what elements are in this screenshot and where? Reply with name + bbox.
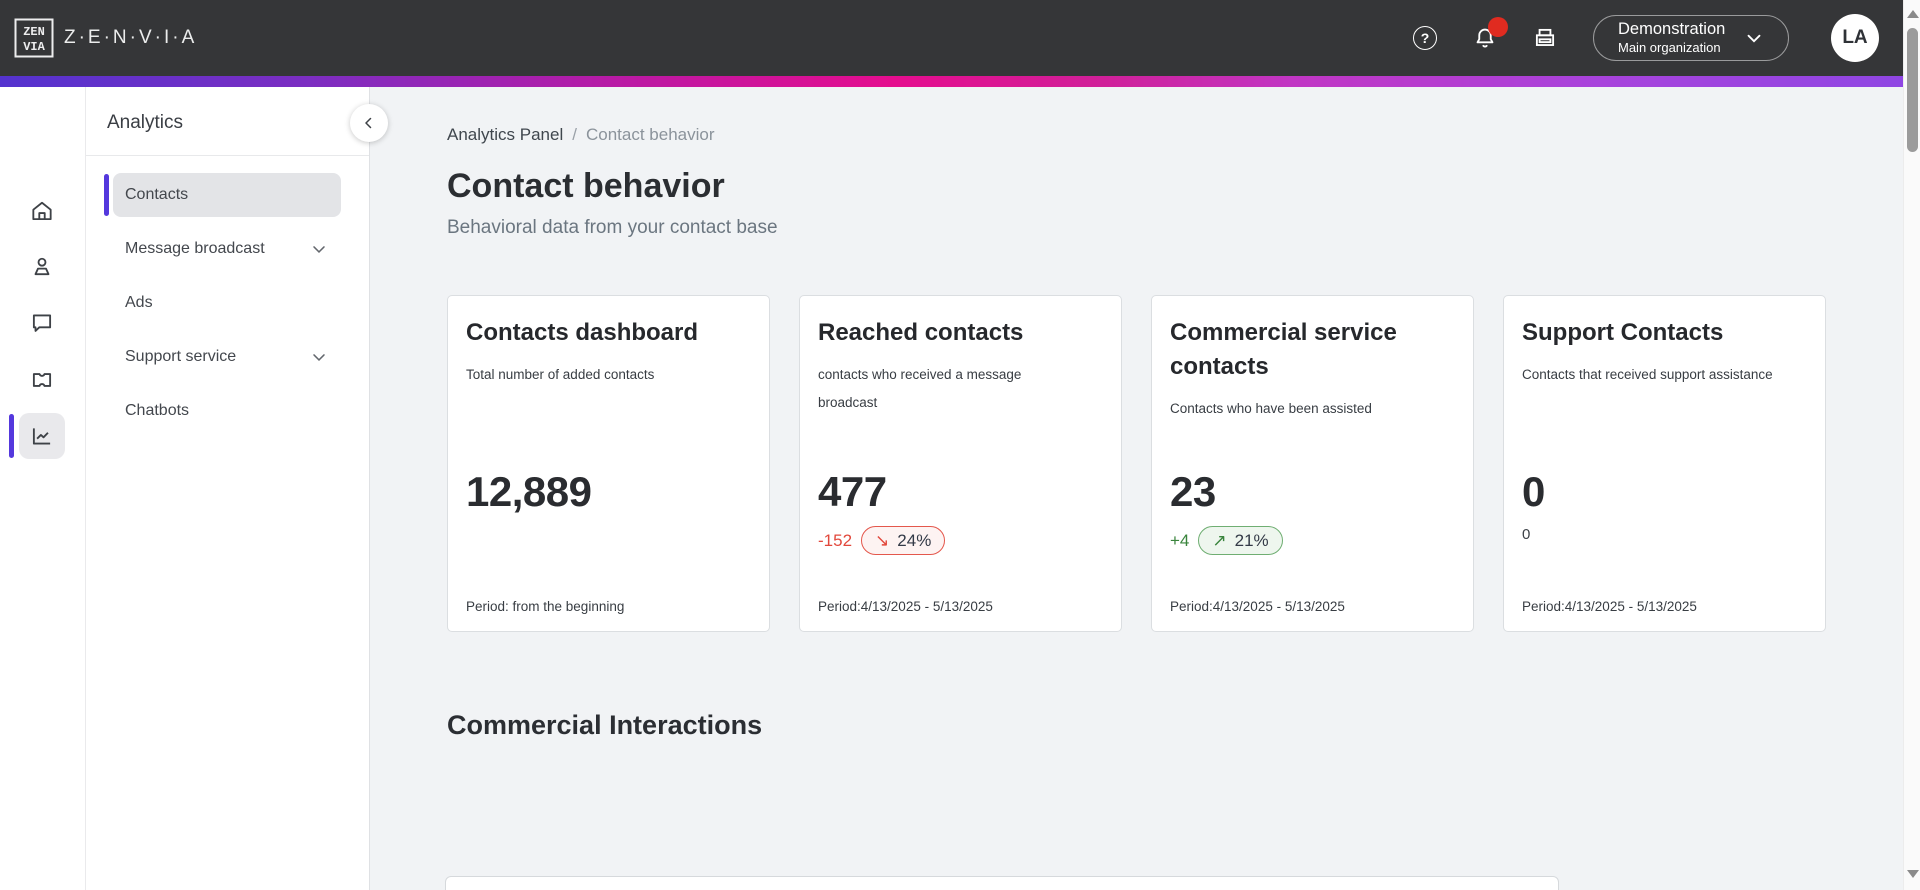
card-title: Reached contacts xyxy=(818,319,1024,346)
card-value: 477 xyxy=(818,468,887,515)
chevron-down-icon xyxy=(309,347,329,367)
page-title: Contact behavior xyxy=(447,167,725,205)
card-description: Contacts that received support assistanc… xyxy=(1522,367,1773,383)
rail-item-contacts[interactable] xyxy=(19,244,65,290)
sidebar-item-label: Contacts xyxy=(125,186,189,203)
delta-percent: 24% xyxy=(897,530,932,550)
card-period: Period:4/13/2025 - 5/13/2025 xyxy=(1170,599,1345,614)
rail-item-conversations[interactable] xyxy=(19,300,65,346)
breadcrumb-analytics-panel[interactable]: Analytics Panel xyxy=(447,125,564,144)
organization-sub: Main organization xyxy=(1618,40,1721,56)
chat-icon xyxy=(32,314,52,332)
stat-card-support-contacts: Support Contacts Contacts that received … xyxy=(1503,295,1826,632)
card-value: 12,889 xyxy=(466,468,592,515)
page-subtitle: Behavioral data from your contact base xyxy=(447,217,778,238)
card-description: contacts who received a message broadcas… xyxy=(818,367,1022,411)
stat-card-reached-contacts: Reached contacts contacts who received a… xyxy=(799,295,1122,632)
chevron-down-icon xyxy=(1747,34,1761,43)
rail-item-campaigns[interactable] xyxy=(19,357,65,403)
card-value: 23 xyxy=(1170,468,1216,515)
help-icon: ? xyxy=(1413,26,1437,50)
main-content: Analytics Panel / Contact behavior Conta… xyxy=(370,87,1903,890)
sidebar-item-label: Chatbots xyxy=(125,402,190,419)
card-title: Contacts dashboard xyxy=(466,319,699,346)
card-delta-row: -152 ↘ 24% xyxy=(818,526,946,555)
sidebar: Analytics Contacts Message broadcast Ads… xyxy=(86,87,388,890)
scroll-up-arrow[interactable] xyxy=(1907,10,1919,18)
zenvia-logo-icon: ZEN VIA xyxy=(14,18,54,58)
svg-text:VIA: VIA xyxy=(23,40,45,54)
topbar: ZEN VIA Z·E·N·V·I·A ? xyxy=(0,0,1903,76)
sidebar-item-ads[interactable]: Ads xyxy=(113,281,341,325)
chevron-down-icon xyxy=(309,239,329,259)
scrollbar-thumb[interactable] xyxy=(1907,28,1918,152)
commercial-interactions-card xyxy=(445,876,1559,890)
sidebar-collapse-button[interactable] xyxy=(350,104,388,142)
delta-value: 0 xyxy=(1522,526,1531,543)
card-period: Period:4/13/2025 - 5/13/2025 xyxy=(1522,599,1697,614)
card-delta-row: +4 ↗ 21% xyxy=(1170,526,1283,555)
active-rail-indicator xyxy=(9,414,14,458)
sidebar-title: Analytics xyxy=(107,112,184,133)
home-icon xyxy=(32,201,52,221)
topbar-actions: ? Demonstration Main organiza xyxy=(1379,14,1879,62)
card-description: Total number of added contacts xyxy=(466,367,655,383)
card-period: Period:4/13/2025 - 5/13/2025 xyxy=(818,599,993,614)
section-title-commercial-interactions: Commercial Interactions xyxy=(447,710,763,740)
delta-value: +4 xyxy=(1170,530,1190,550)
avatar[interactable]: LA xyxy=(1831,14,1879,62)
sidebar-item-label: Support service xyxy=(125,348,237,365)
card-description: Contacts who have been assisted xyxy=(1170,401,1372,417)
icon-rail xyxy=(0,87,86,890)
brand: ZEN VIA Z·E·N·V·I·A xyxy=(14,18,197,58)
notification-dot xyxy=(1488,17,1508,37)
sidebar-nav: Contacts Message broadcast Ads Support s… xyxy=(86,173,369,433)
stat-card-commercial-service-contacts: Commercial service contacts Contacts who… xyxy=(1151,295,1474,632)
card-period: Period: from the beginning xyxy=(466,599,625,614)
sidebar-item-contacts[interactable]: Contacts xyxy=(104,173,341,217)
delta-percent: 21% xyxy=(1234,530,1269,550)
trend-badge-up: ↗ 21% xyxy=(1198,526,1283,555)
stat-card-contacts-dashboard: Contacts dashboard Total number of added… xyxy=(447,295,770,632)
svg-text:ZEN: ZEN xyxy=(23,25,45,39)
chart-icon xyxy=(32,428,51,445)
organization-name: Demonstration xyxy=(1618,20,1726,39)
brand-name: Z·E·N·V·I·A xyxy=(64,27,198,48)
trend-badge-down: ↘ 24% xyxy=(861,526,946,555)
notifications-button[interactable] xyxy=(1471,17,1508,52)
card-title: Support Contacts xyxy=(1522,319,1724,346)
arrow-down-right-icon: ↘ xyxy=(875,530,890,550)
sidebar-item-label: Ads xyxy=(125,294,153,311)
help-button[interactable]: ? xyxy=(1411,24,1439,52)
breadcrumb-current: Contact behavior xyxy=(585,125,715,144)
scroll-down-arrow[interactable] xyxy=(1907,870,1919,878)
page-scrollbar[interactable] xyxy=(1903,0,1920,890)
chevron-left-icon xyxy=(365,117,372,129)
breadcrumb-separator: / xyxy=(572,125,577,144)
sidebar-item-label: Message broadcast xyxy=(125,240,265,257)
print-button[interactable] xyxy=(1531,24,1559,52)
brand-gradient-bar xyxy=(0,76,1903,87)
arrow-up-right-icon: ↗ xyxy=(1212,530,1227,550)
stat-cards-row: Contacts dashboard Total number of added… xyxy=(447,295,1903,632)
rail-item-analytics[interactable] xyxy=(19,413,65,459)
ticket-icon xyxy=(32,373,52,387)
delta-value: -152 xyxy=(818,530,853,550)
sidebar-item-support-service[interactable]: Support service xyxy=(113,335,341,379)
person-icon xyxy=(34,257,50,276)
sidebar-item-chatbots[interactable]: Chatbots xyxy=(113,389,341,433)
card-value: 0 xyxy=(1522,468,1545,515)
breadcrumb: Analytics Panel / Contact behavior xyxy=(447,125,1903,145)
card-title: Commercial service contacts xyxy=(1170,319,1397,381)
organization-switcher[interactable]: Demonstration Main organization xyxy=(1593,15,1789,61)
rail-item-home[interactable] xyxy=(19,188,65,234)
card-delta-row: 0 xyxy=(1522,526,1530,543)
sidebar-item-message-broadcast[interactable]: Message broadcast xyxy=(113,227,341,271)
divider xyxy=(86,155,369,156)
printer-icon xyxy=(1535,28,1555,46)
